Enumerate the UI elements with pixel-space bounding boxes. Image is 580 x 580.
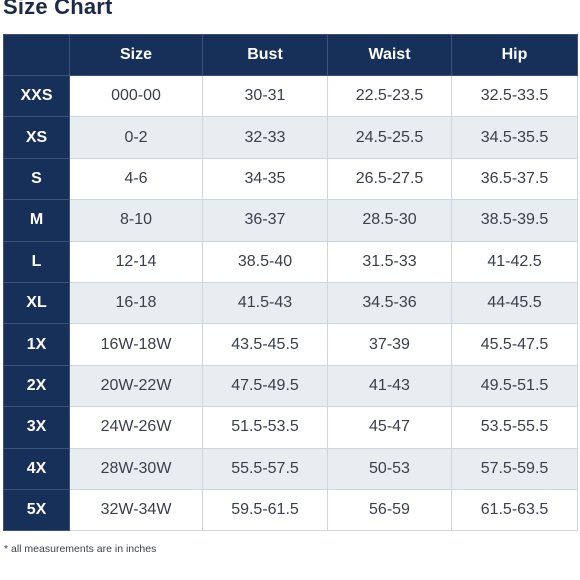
row-label: M <box>3 199 70 242</box>
table-row: XS 0-2 32-33 24.5-25.5 34.5-35.5 <box>3 116 578 159</box>
cell-bust: 41.5-43 <box>202 281 328 325</box>
header-corner <box>3 34 70 76</box>
table-row: L 12-14 38.5-40 31.5-33 41-42.5 <box>3 240 578 283</box>
cell-size: 16-18 <box>69 281 203 325</box>
cell-waist: 37-39 <box>327 323 452 366</box>
table-row: 4X 28W-30W 55.5-57.5 50-53 57.5-59.5 <box>3 447 578 490</box>
header-bust: Bust <box>202 34 328 76</box>
cell-waist: 45-47 <box>327 406 452 449</box>
row-label: S <box>3 157 70 201</box>
table-row: 1X 16W-18W 43.5-45.5 37-39 45.5-47.5 <box>3 323 578 366</box>
cell-bust: 38.5-40 <box>202 240 328 283</box>
size-chart-table: Size Bust Waist Hip XXS 000-00 30-31 22.… <box>3 34 578 532</box>
cell-waist: 34.5-36 <box>327 281 452 325</box>
row-label: XL <box>3 281 70 325</box>
table-row: S 4-6 34-35 26.5-27.5 36.5-37.5 <box>3 157 578 201</box>
cell-size: 32W-34W <box>69 488 203 532</box>
row-label: XXS <box>3 74 70 118</box>
cell-waist: 31.5-33 <box>327 240 452 283</box>
cell-size: 0-2 <box>69 116 203 159</box>
header-waist: Waist <box>327 34 452 76</box>
table-row: 3X 24W-26W 51.5-53.5 45-47 53.5-55.5 <box>3 406 578 449</box>
cell-bust: 32-33 <box>202 116 328 159</box>
cell-size: 8-10 <box>69 199 203 242</box>
cell-waist: 22.5-23.5 <box>327 74 452 118</box>
cell-hip: 32.5-33.5 <box>451 74 578 118</box>
cell-hip: 49.5-51.5 <box>451 364 578 408</box>
table-row: 2X 20W-22W 47.5-49.5 41-43 49.5-51.5 <box>3 364 578 408</box>
cell-hip: 53.5-55.5 <box>451 406 578 449</box>
cell-bust: 43.5-45.5 <box>202 323 328 366</box>
cell-waist: 50-53 <box>327 447 452 490</box>
table-header-row: Size Bust Waist Hip <box>3 34 578 76</box>
cell-bust: 55.5-57.5 <box>202 447 328 490</box>
table-row: XXS 000-00 30-31 22.5-23.5 32.5-33.5 <box>3 74 578 118</box>
measurement-footnote: * all measurements are in inches <box>4 543 157 555</box>
cell-waist: 26.5-27.5 <box>327 157 452 201</box>
cell-hip: 41-42.5 <box>451 240 578 283</box>
cell-waist: 28.5-30 <box>327 199 452 242</box>
row-label: L <box>3 240 70 283</box>
cell-size: 12-14 <box>69 240 203 283</box>
cell-size: 24W-26W <box>69 406 203 449</box>
cell-bust: 51.5-53.5 <box>202 406 328 449</box>
cell-waist: 41-43 <box>327 364 452 408</box>
cell-bust: 47.5-49.5 <box>202 364 328 408</box>
cell-hip: 38.5-39.5 <box>451 199 578 242</box>
page-title: Size Chart <box>3 0 113 19</box>
cell-size: 28W-30W <box>69 447 203 490</box>
cell-hip: 34.5-35.5 <box>451 116 578 159</box>
row-label: 2X <box>3 364 70 408</box>
cell-size: 4-6 <box>69 157 203 201</box>
row-label: 4X <box>3 447 70 490</box>
table-row: M 8-10 36-37 28.5-30 38.5-39.5 <box>3 199 578 242</box>
cell-waist: 24.5-25.5 <box>327 116 452 159</box>
row-label: XS <box>3 116 70 159</box>
cell-size: 16W-18W <box>69 323 203 366</box>
row-label: 3X <box>3 406 70 449</box>
cell-bust: 34-35 <box>202 157 328 201</box>
cell-hip: 44-45.5 <box>451 281 578 325</box>
row-label: 1X <box>3 323 70 366</box>
cell-size: 20W-22W <box>69 364 203 408</box>
cell-bust: 59.5-61.5 <box>202 488 328 532</box>
cell-hip: 61.5-63.5 <box>451 488 578 532</box>
cell-hip: 57.5-59.5 <box>451 447 578 490</box>
cell-waist: 56-59 <box>327 488 452 532</box>
cell-hip: 36.5-37.5 <box>451 157 578 201</box>
cell-bust: 30-31 <box>202 74 328 118</box>
table-row: XL 16-18 41.5-43 34.5-36 44-45.5 <box>3 281 578 325</box>
row-label: 5X <box>3 488 70 532</box>
header-size: Size <box>69 34 203 76</box>
header-hip: Hip <box>451 34 578 76</box>
cell-hip: 45.5-47.5 <box>451 323 578 366</box>
table-row: 5X 32W-34W 59.5-61.5 56-59 61.5-63.5 <box>3 488 578 532</box>
cell-bust: 36-37 <box>202 199 328 242</box>
cell-size: 000-00 <box>69 74 203 118</box>
